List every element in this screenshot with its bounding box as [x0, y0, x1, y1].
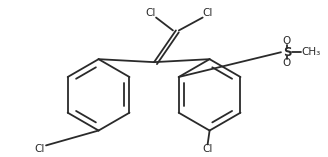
Text: Cl: Cl: [145, 8, 155, 18]
Text: Cl: Cl: [202, 8, 213, 18]
Text: Cl: Cl: [34, 144, 44, 154]
Text: O: O: [283, 58, 291, 68]
Text: O: O: [283, 36, 291, 46]
Text: CH₃: CH₃: [302, 47, 321, 57]
Text: S: S: [283, 46, 291, 59]
Text: Cl: Cl: [202, 144, 213, 154]
